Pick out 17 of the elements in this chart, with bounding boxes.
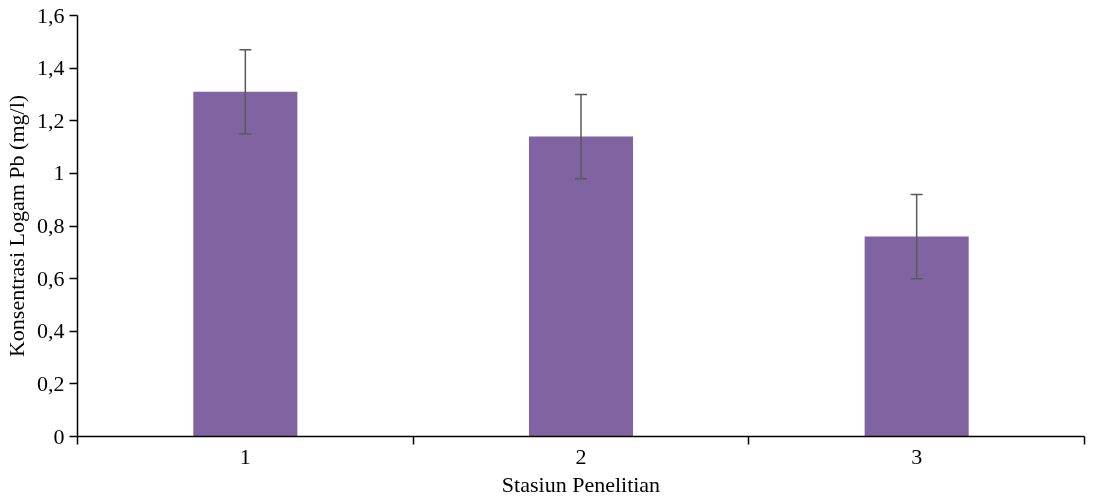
y-tick-label: 1,2 (37, 107, 65, 133)
y-tick-label: 1,4 (37, 55, 65, 81)
y-tick-label: 0,6 (37, 265, 65, 291)
x-tick-label: 1 (239, 443, 251, 469)
bar (193, 91, 298, 437)
y-tick-label: 1,6 (37, 2, 65, 28)
x-tick-label: 2 (575, 443, 587, 469)
x-tick-label: 3 (911, 443, 923, 469)
y-tick-label: 0,4 (37, 318, 65, 344)
y-tick-label: 0,8 (37, 213, 65, 238)
y-tick-label: 1 (53, 160, 65, 186)
bar (864, 236, 969, 437)
x-axis-title: Stasiun Penelitian (501, 471, 661, 497)
bar (528, 136, 634, 437)
y-tick-label: 0 (53, 423, 65, 449)
y-tick-label: 0,2 (37, 370, 65, 396)
y-axis-title: Konsentrasi Logam Pb (mg/l) (4, 94, 29, 358)
